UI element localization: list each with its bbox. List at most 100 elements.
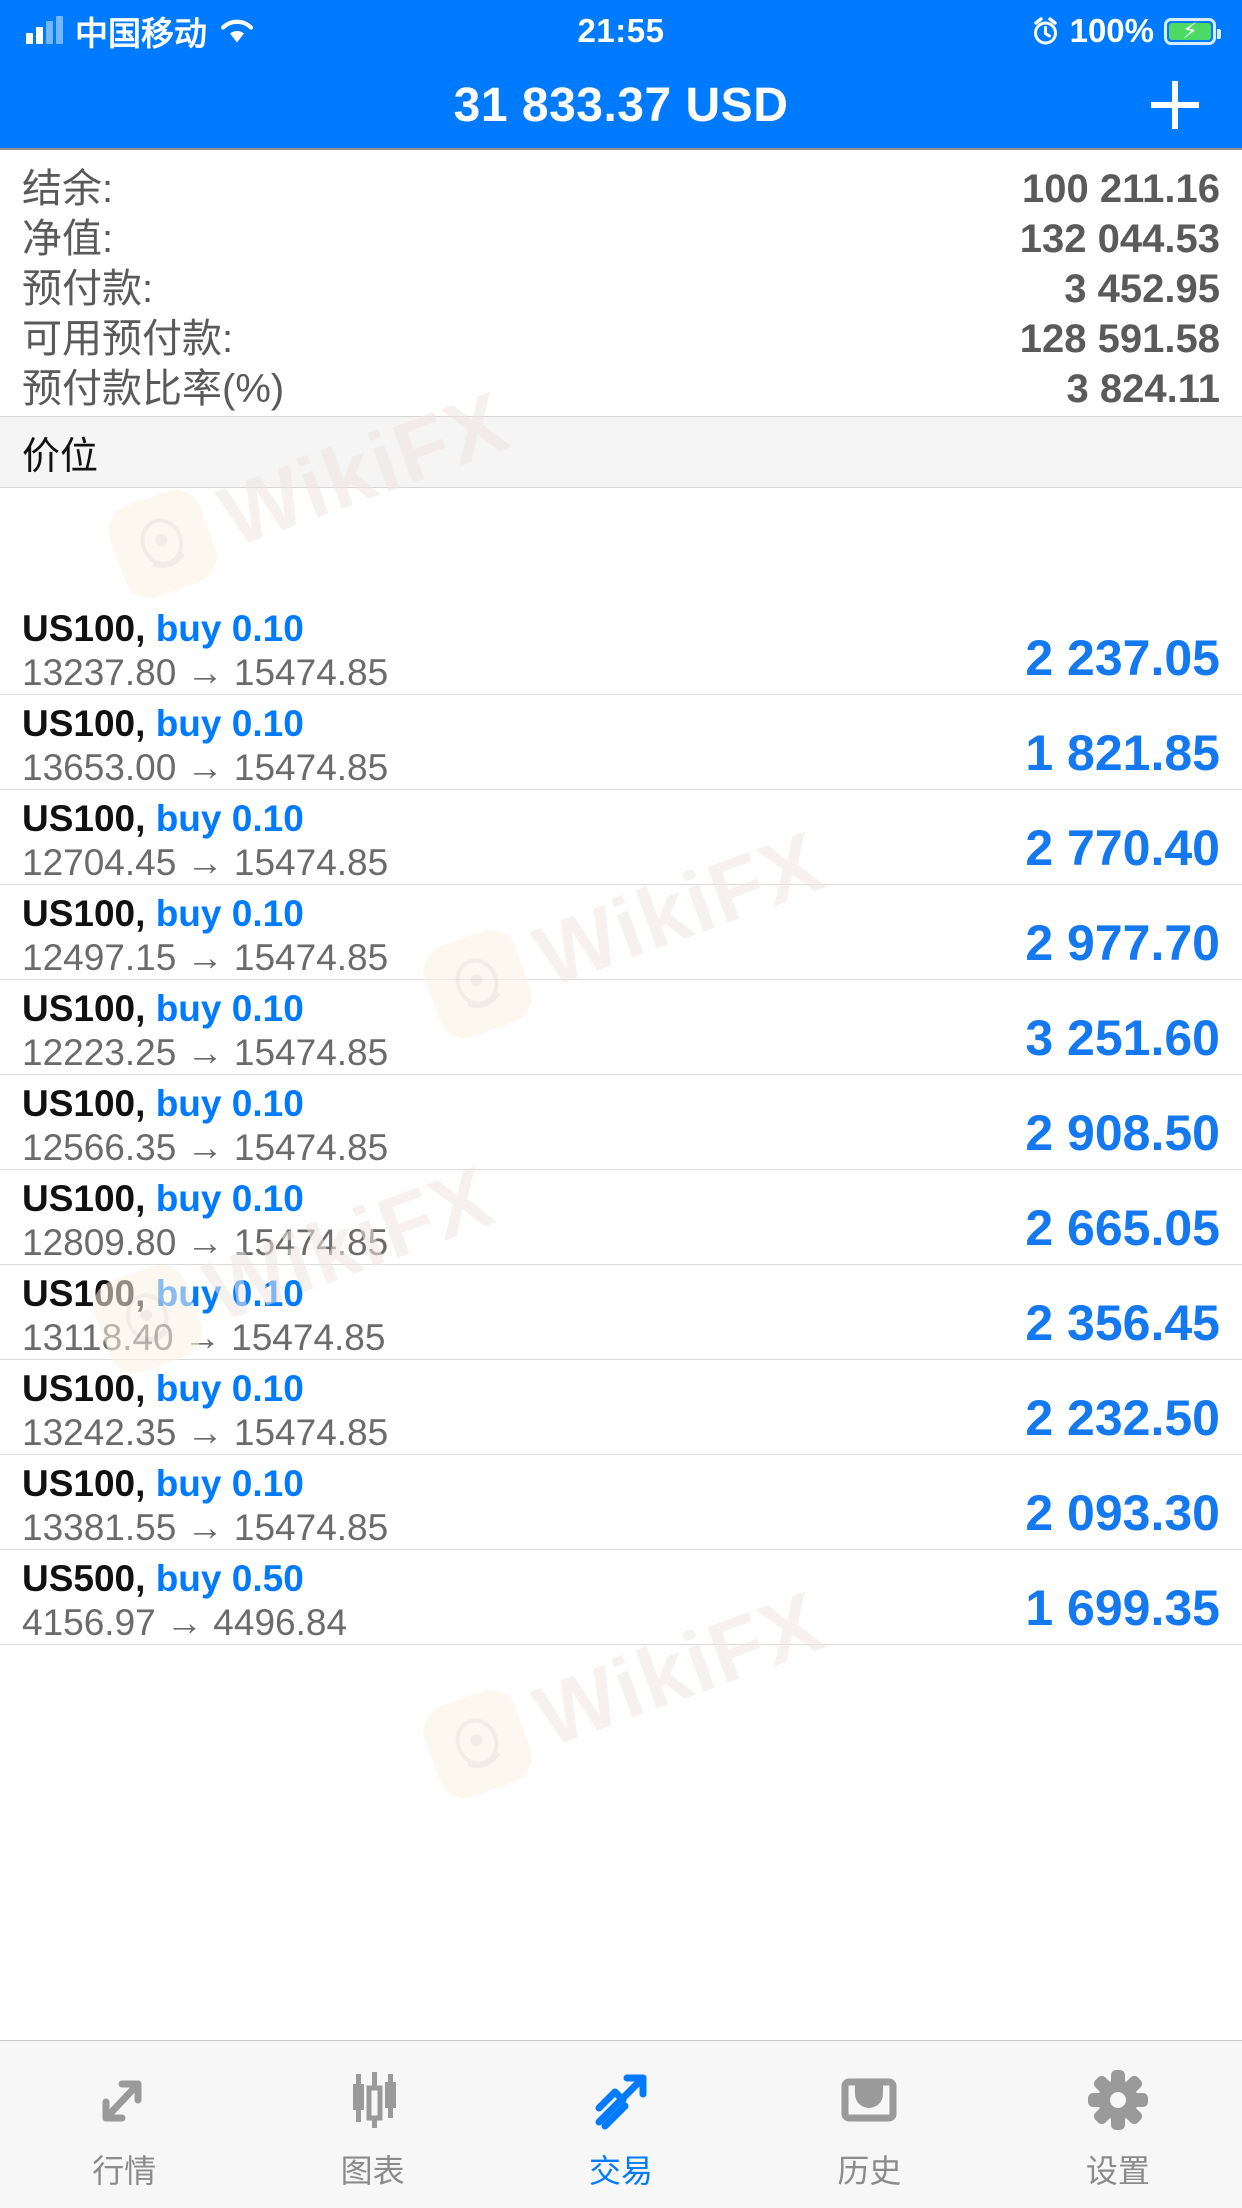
position-profit: 2 237.05 — [1025, 630, 1220, 686]
position-symbol: US500, — [22, 1558, 146, 1599]
status-time: 21:55 — [577, 12, 665, 49]
position-side: buy 0.10 — [155, 608, 304, 649]
position-prices: 13653.00 → 15474.85 — [22, 747, 389, 788]
status-bar: 中国移动 21:55 100% ⚡ — [0, 0, 1242, 62]
position-info: US100, buy 0.10 12223.25 → 15474.85 — [22, 988, 388, 1074]
battery-percent-label: 100% — [1069, 12, 1154, 49]
position-side: buy 0.10 — [155, 893, 304, 934]
position-symbol-side: US100, buy 0.10 — [22, 1368, 388, 1410]
position-symbol: US100, — [22, 798, 146, 839]
position-symbol: US100, — [22, 1273, 146, 1314]
position-prices: 12497.15 → 15474.85 — [22, 937, 389, 978]
summary-label: 预付款: — [22, 267, 154, 311]
position-info: US100, buy 0.10 13237.80 → 15474.85 — [22, 608, 388, 694]
position-symbol-side: US100, buy 0.10 — [22, 893, 388, 935]
tab-trade[interactable]: 交易 — [497, 2041, 745, 2208]
position-side: buy 0.50 — [155, 1558, 304, 1599]
tab-history[interactable]: 历史 — [745, 2041, 993, 2208]
position-info: US100, buy 0.10 13118.40 → 15474.85 — [22, 1273, 385, 1359]
position-row[interactable]: US100, buy 0.10 12704.45 → 15474.85 2 77… — [0, 790, 1242, 885]
status-bar-right: 100% ⚡ — [1031, 0, 1221, 62]
position-row[interactable]: US100, buy 0.10 12809.80 → 15474.85 2 66… — [0, 1170, 1242, 1265]
summary-row: 可用预付款: 128 591.58 — [22, 306, 1220, 361]
summary-row: 结余: 100 211.16 — [22, 156, 1220, 211]
position-symbol: US100, — [22, 893, 146, 934]
position-side: buy 0.10 — [155, 1273, 304, 1314]
position-prices: 12809.80 → 15474.85 — [22, 1222, 389, 1263]
position-profit: 2 770.40 — [1025, 820, 1220, 876]
position-info: US100, buy 0.10 12497.15 → 15474.85 — [22, 893, 388, 979]
position-side: buy 0.10 — [155, 1083, 304, 1124]
position-profit: 3 251.60 — [1025, 1010, 1220, 1066]
position-symbol: US100, — [22, 703, 146, 744]
position-symbol-side: US100, buy 0.10 — [22, 703, 388, 745]
position-symbol: US100, — [22, 988, 146, 1029]
position-prices: 12566.35 → 15474.85 — [22, 1127, 389, 1168]
summary-value: 100 211.16 — [1022, 167, 1220, 211]
position-row[interactable]: US500, buy 0.50 4156.97 → 4496.84 1 699.… — [0, 1550, 1242, 1645]
tab-label: 设置 — [1085, 2152, 1150, 2189]
position-symbol-side: US100, buy 0.10 — [22, 988, 388, 1030]
position-row[interactable]: US100, buy 0.10 13242.35 → 15474.85 2 23… — [0, 1360, 1242, 1455]
position-side: buy 0.10 — [155, 1463, 304, 1504]
position-info: US100, buy 0.10 12566.35 → 15474.85 — [22, 1083, 388, 1169]
position-side: buy 0.10 — [155, 1368, 304, 1409]
position-prices: 13381.55 → 15474.85 — [22, 1507, 389, 1548]
quotes-arrows-icon — [88, 2064, 160, 2136]
summary-label: 净值: — [22, 217, 114, 261]
add-order-button[interactable] — [1142, 72, 1208, 138]
position-prices: 13118.40 → 15474.85 — [22, 1317, 386, 1358]
tab-quotes[interactable]: 行情 — [0, 2041, 248, 2208]
tab-label: 行情 — [92, 2152, 157, 2189]
position-prices: 12223.25 → 15474.85 — [22, 1032, 389, 1073]
tab-label: 历史 — [837, 2152, 902, 2189]
position-side: buy 0.10 — [155, 1178, 304, 1219]
position-row[interactable]: US100, buy 0.10 12497.15 → 15474.85 2 97… — [0, 885, 1242, 980]
position-symbol: US100, — [22, 608, 146, 649]
signal-bars-icon — [26, 16, 63, 44]
position-profit: 2 665.05 — [1025, 1200, 1220, 1256]
position-prices: 4156.97 → 4496.84 — [22, 1602, 348, 1643]
summary-value: 3 824.11 — [1066, 367, 1221, 411]
positions-list[interactable]: US100, buy 0.10 13237.80 → 15474.85 2 23… — [0, 600, 1242, 2040]
position-profit: 1 821.85 — [1025, 725, 1220, 781]
section-header-label: 价位 — [22, 435, 99, 478]
tab-label: 图表 — [340, 2152, 405, 2189]
tab-label: 交易 — [589, 2152, 654, 2189]
position-row[interactable]: US100, buy 0.10 13118.40 → 15474.85 2 35… — [0, 1265, 1242, 1360]
position-symbol: US100, — [22, 1083, 146, 1124]
position-symbol: US100, — [22, 1368, 146, 1409]
position-row[interactable]: US100, buy 0.10 13237.80 → 15474.85 2 23… — [0, 600, 1242, 695]
position-info: US100, buy 0.10 12809.80 → 15474.85 — [22, 1178, 388, 1264]
summary-label: 可用预付款: — [22, 317, 234, 361]
nav-bar: 31 833.37 USD — [0, 62, 1242, 150]
position-row[interactable]: US100, buy 0.10 13381.55 → 15474.85 2 09… — [0, 1455, 1242, 1550]
tab-settings[interactable]: 设置 — [994, 2041, 1242, 2208]
position-info: US100, buy 0.10 12704.45 → 15474.85 — [22, 798, 388, 884]
tab-charts[interactable]: 图表 — [248, 2041, 496, 2208]
wikifx-logo-icon — [101, 482, 225, 606]
position-prices: 13237.80 → 15474.85 — [22, 652, 389, 693]
position-profit: 2 908.50 — [1025, 1105, 1220, 1161]
position-row[interactable]: US100, buy 0.10 12223.25 → 15474.85 3 25… — [0, 980, 1242, 1075]
trending-up-arrow-icon — [585, 2064, 657, 2136]
position-row[interactable]: US100, buy 0.10 13653.00 → 15474.85 1 82… — [0, 695, 1242, 790]
wifi-icon — [219, 17, 255, 45]
summary-row: 预付款比率(%) 3 824.11 — [22, 356, 1220, 411]
plus-icon — [1151, 81, 1199, 129]
carrier-label: 中国移动 — [75, 15, 207, 52]
summary-value: 132 044.53 — [1019, 217, 1220, 261]
position-row[interactable]: US100, buy 0.10 12566.35 → 15474.85 2 90… — [0, 1075, 1242, 1170]
position-profit: 2 356.45 — [1025, 1295, 1220, 1351]
summary-row: 预付款: 3 452.95 — [22, 256, 1220, 311]
summary-label: 结余: — [22, 167, 114, 211]
position-symbol-side: US100, buy 0.10 — [22, 1273, 385, 1315]
position-profit: 2 093.30 — [1025, 1485, 1220, 1541]
position-info: US100, buy 0.10 13653.00 → 15474.85 — [22, 703, 388, 789]
summary-value: 128 591.58 — [1019, 317, 1220, 361]
position-prices: 13242.35 → 15474.85 — [22, 1412, 389, 1453]
position-info: US500, buy 0.50 4156.97 → 4496.84 — [22, 1558, 347, 1644]
position-symbol-side: US100, buy 0.10 — [22, 1178, 388, 1220]
position-side: buy 0.10 — [155, 703, 304, 744]
position-symbol-side: US100, buy 0.10 — [22, 798, 388, 840]
